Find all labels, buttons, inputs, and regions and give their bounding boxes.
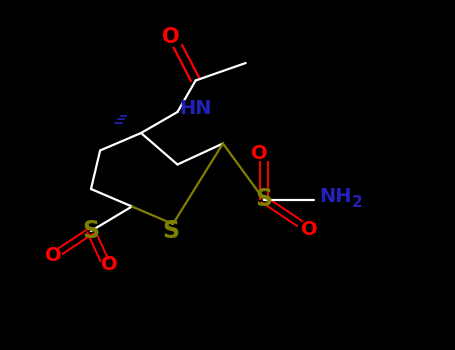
Text: O: O — [162, 27, 179, 47]
Text: S: S — [255, 188, 273, 211]
Text: S: S — [82, 219, 100, 243]
Text: HN: HN — [180, 99, 212, 118]
Text: NH: NH — [319, 187, 352, 205]
Text: O: O — [101, 255, 117, 274]
Text: O: O — [46, 246, 62, 265]
Text: S: S — [162, 219, 179, 243]
Text: O: O — [301, 220, 318, 239]
Text: 2: 2 — [351, 195, 362, 210]
Text: O: O — [251, 145, 268, 163]
